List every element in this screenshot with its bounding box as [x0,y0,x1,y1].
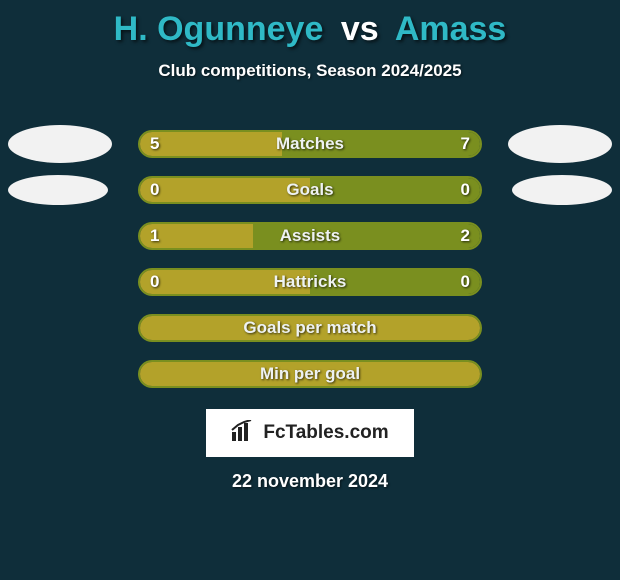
stat-row-matches: 5 7 Matches [0,121,620,167]
stats-chart: 5 7 Matches 0 0 Goals 1 2 Assists 0 0 Hattricks Goal… [0,121,620,397]
title-vs: vs [341,10,379,48]
avatar-right [512,175,612,205]
bar-fill-right [310,178,480,202]
stat-label: Assists [280,226,340,246]
value-left: 5 [150,134,159,154]
bar-fill-left [140,132,282,156]
stat-label: Min per goal [260,364,360,384]
subtitle: Club competitions, Season 2024/2025 [0,61,620,81]
stat-label: Goals per match [243,318,376,338]
stat-row-hattricks: 0 0 Hattricks [0,259,620,305]
value-right: 2 [461,226,470,246]
chart-bars-icon [231,420,257,447]
value-right: 7 [461,134,470,154]
avatar-left [8,175,108,205]
player2-name: Amass [395,10,507,48]
logo-text: FcTables.com [263,422,388,444]
comparison-title: H. Ogunneye vs Amass [0,0,620,49]
stat-row-goals: 0 0 Goals [0,167,620,213]
stat-row-gpm: Goals per match [0,305,620,351]
bar-fill-left [140,178,310,202]
stat-row-mpg: Min per goal [0,351,620,397]
value-left: 0 [150,180,159,200]
stat-label: Goals [286,180,333,200]
stat-label: Hattricks [274,272,347,292]
avatar-right [508,125,612,163]
snapshot-date: 22 november 2024 [0,471,620,492]
avatar-left [8,125,112,163]
stat-row-assists: 1 2 Assists [0,213,620,259]
value-right: 0 [461,272,470,292]
value-left: 1 [150,226,159,246]
fctables-logo: FcTables.com [206,409,414,457]
player1-name: H. Ogunneye [114,10,324,48]
value-left: 0 [150,272,159,292]
stat-label: Matches [276,134,344,154]
value-right: 0 [461,180,470,200]
